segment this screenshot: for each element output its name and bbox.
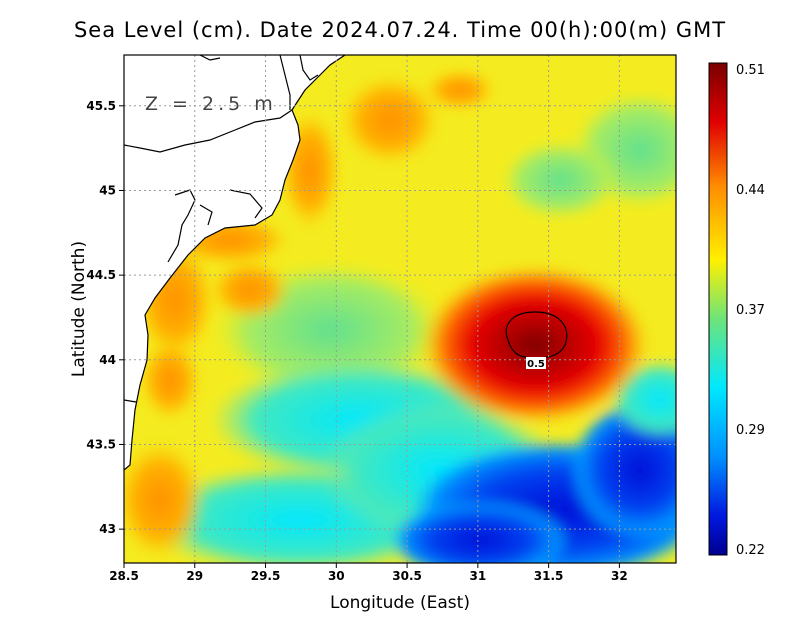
x-tick-label: 30.5 — [392, 569, 422, 583]
plot-frame — [123, 54, 677, 564]
land-mass — [124, 55, 345, 470]
y-tick-label: 43.5 — [86, 437, 116, 451]
y-tick-label: 45 — [99, 183, 116, 197]
y-axis-ticks: 45.5 45 44.5 44 43.5 43 — [86, 99, 124, 536]
grid — [124, 55, 676, 563]
x-tick-label: 29.5 — [251, 569, 281, 583]
colorbar-tick-label: 0.51 — [736, 63, 765, 78]
colorbar-tick-label: 0.37 — [736, 303, 765, 318]
y-axis-label: Latitude (North) — [69, 241, 89, 377]
y-tick-label: 45.5 — [86, 99, 116, 113]
x-axis-ticks: 28.5 29 29.5 30 30.5 31 31.5 32 — [109, 563, 628, 583]
x-tick-label: 31 — [469, 569, 486, 583]
x-tick-label: 28.5 — [109, 569, 139, 583]
y-tick-label: 44 — [99, 353, 116, 367]
x-tick-label: 32 — [611, 569, 628, 583]
x-tick-label: 30 — [328, 569, 345, 583]
y-tick-label: 44.5 — [86, 268, 116, 282]
colorbar-ticks: 0.51 0.44 0.37 0.29 0.22 — [736, 63, 765, 558]
x-tick-label: 31.5 — [534, 569, 564, 583]
colorbar-tick-label: 0.29 — [736, 423, 765, 438]
map-title: Sea Level (cm). Date 2024.07.24. Time 00… — [73, 18, 727, 42]
x-tick-label: 29 — [186, 569, 203, 583]
contour-label-box — [526, 357, 546, 369]
sea-level-field — [124, 55, 676, 563]
colorbar-tick-label: 0.22 — [736, 543, 765, 558]
depth-label: Z = 2.5 m — [145, 93, 277, 115]
contour-0.5 — [505, 311, 568, 359]
contour-label: 0.5 — [527, 359, 545, 370]
colorbar-tick-label: 0.44 — [736, 183, 765, 198]
x-axis-label: Longitude (East) — [330, 593, 470, 613]
colorbar — [708, 62, 728, 556]
y-tick-label: 43 — [99, 522, 116, 536]
